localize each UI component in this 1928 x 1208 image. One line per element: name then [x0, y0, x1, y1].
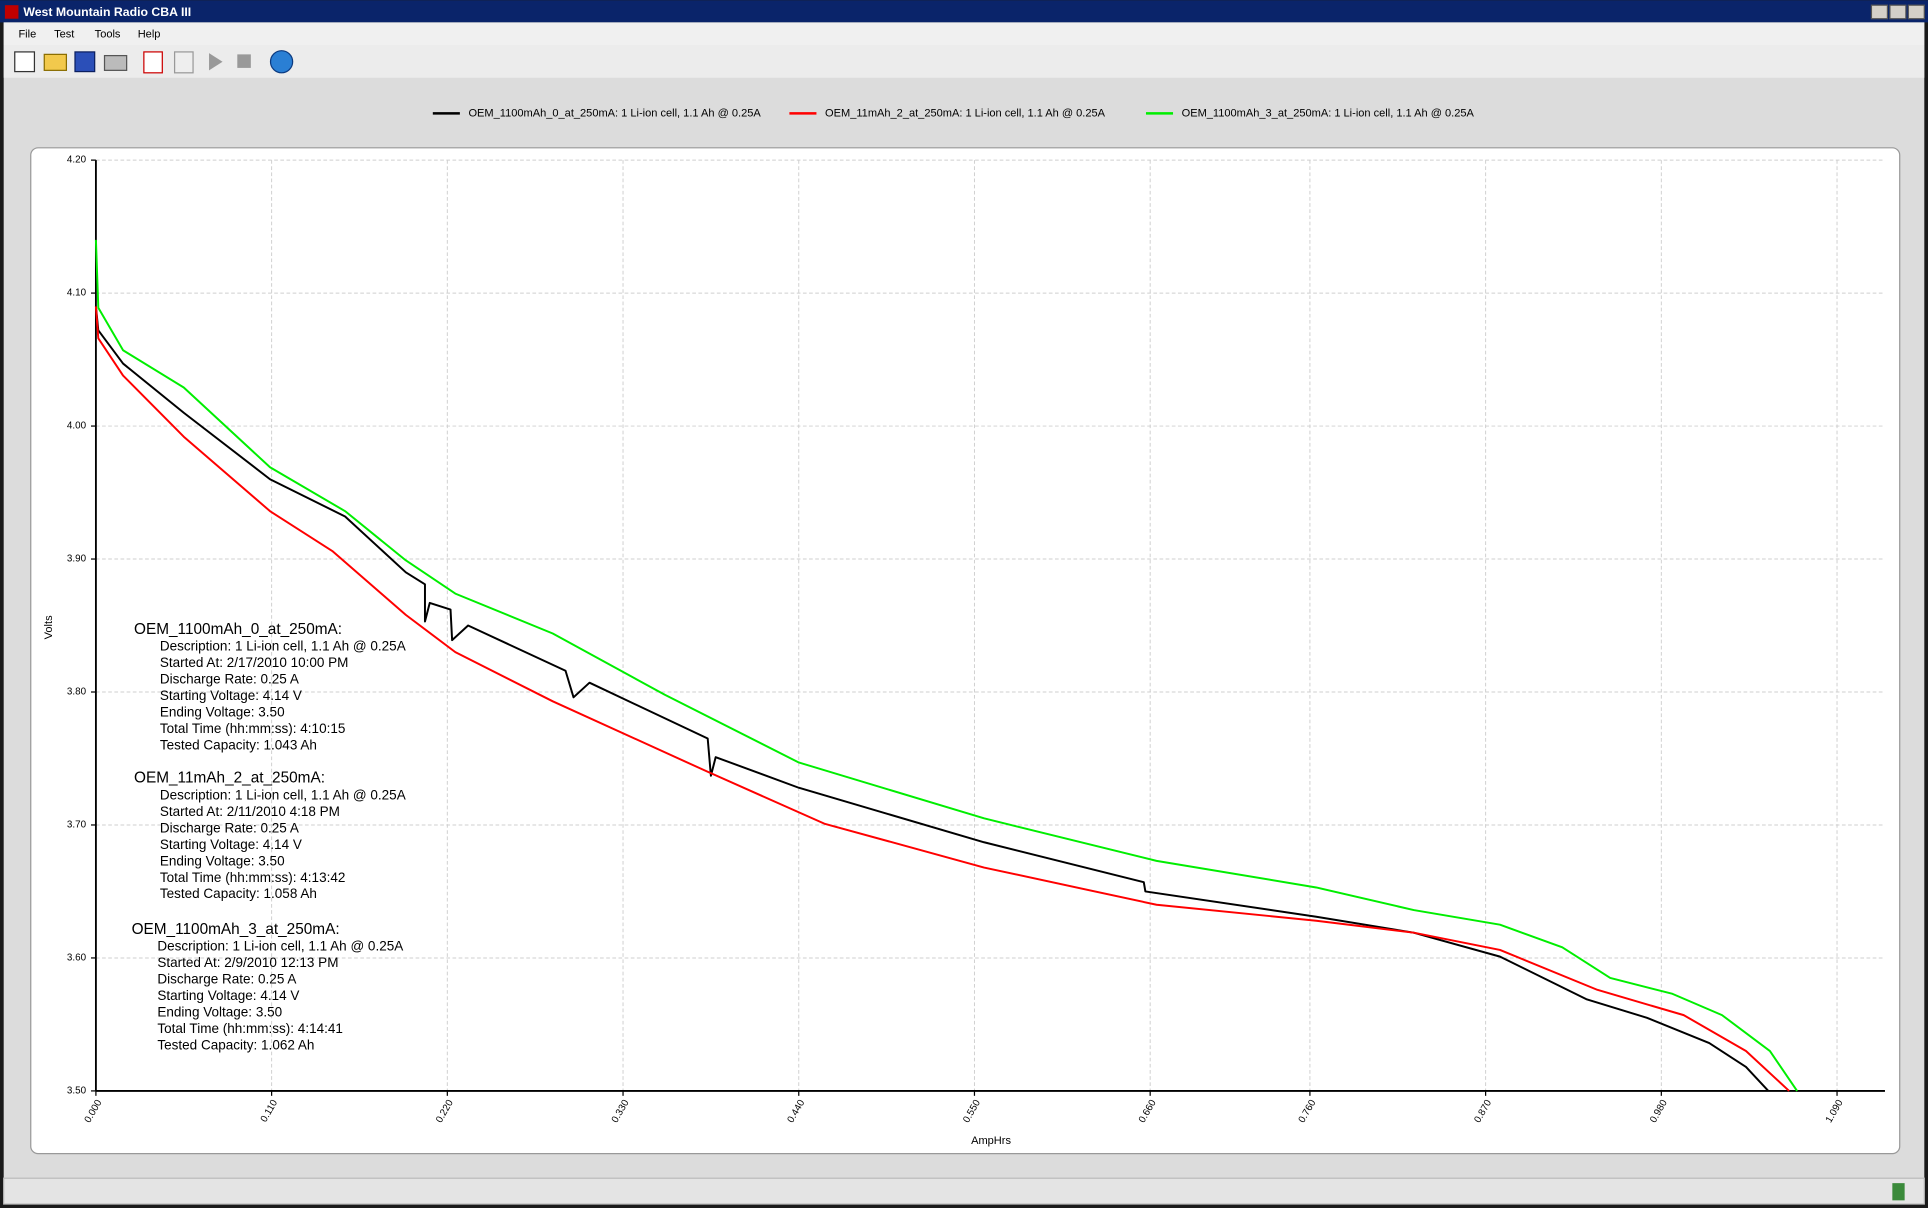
menu-item[interactable]: Tools: [95, 29, 121, 41]
help-button[interactable]: [269, 50, 294, 74]
menu-item[interactable]: Help: [138, 29, 161, 41]
series-line: [94, 306, 1790, 1092]
stop-button[interactable]: [237, 54, 251, 68]
annotation-line: Total Time (hh:mm:ss): 4:13:42: [160, 870, 346, 885]
add-test-button[interactable]: [143, 51, 163, 74]
annotation-line: Starting Voltage: 4.14 V: [160, 837, 302, 852]
series-line: [94, 239, 1798, 1092]
y-tick-label: 4.10: [67, 288, 87, 299]
plot-area: 3.503.603.703.803.904.004.104.200.000 0.1…: [67, 155, 1885, 1125]
annotation-line: Description: 1 Li-ion cell, 1.1 Ah @ 0.2…: [160, 787, 406, 802]
annotation-line: Starting Voltage: 4.14 V: [157, 988, 299, 1003]
annotation-line: Started At: 2/9/2010 12:13 PM: [157, 955, 338, 970]
annotation-line: Description: 1 Li-ion cell, 1.1 Ah @ 0.2…: [157, 939, 403, 954]
annotation-line: Discharge Rate: 0.25 A: [157, 972, 296, 987]
close-button[interactable]: [1907, 4, 1925, 20]
legend-label: OEM_1100mAh_3_at_250mA: 1 Li-ion cell, 1…: [1182, 107, 1475, 119]
annotation-line: Description: 1 Li-ion cell, 1.1 Ah @ 0.2…: [160, 639, 406, 654]
title-bar: [0, 0, 1928, 23]
toolbar-icons: [14, 50, 294, 74]
status-bar: [3, 1177, 1925, 1205]
annotation-line: Tested Capacity: 1.043 Ah: [160, 737, 317, 752]
annotation-line: Tested Capacity: 1.058 Ah: [160, 886, 317, 901]
start-button[interactable]: [209, 53, 223, 71]
app-icon: [4, 5, 19, 19]
annotation-title: OEM_11mAh_2_at_250mA:: [134, 770, 325, 787]
annotation-line: Started At: 2/11/2010 4:18 PM: [160, 804, 340, 819]
window-title: West Mountain Radio CBA III: [23, 5, 191, 19]
annotation-line: Started At: 2/17/2010 10:00 PM: [160, 655, 349, 670]
toolbar: [3, 45, 1925, 78]
y-tick-label: 3.70: [67, 820, 87, 831]
window-controls: [1870, 4, 1925, 20]
annotation-line: Tested Capacity: 1.062 Ah: [157, 1037, 314, 1052]
y-tick-label: 4.00: [67, 421, 87, 432]
annotation-line: Starting Voltage: 4.14 V: [160, 688, 302, 703]
chart-panel: [30, 147, 1901, 1155]
menu: File Test Tools Help: [18, 29, 160, 41]
y-tick-label: 3.90: [67, 554, 87, 565]
annotation-title: OEM_1100mAh_3_at_250mA:: [132, 921, 340, 938]
y-tick-label: 4.20: [67, 155, 87, 166]
annotation-line: Discharge Rate: 0.25 A: [160, 672, 299, 687]
menu-bar: [3, 22, 1925, 46]
annotation-line: Ending Voltage: 3.50: [157, 1005, 282, 1020]
y-axis-title: Volts: [43, 615, 55, 639]
annotation-line: Discharge Rate: 0.25 A: [160, 820, 299, 835]
menu-item[interactable]: File: [18, 29, 36, 41]
annotation-line: Ending Voltage: 3.50: [160, 705, 285, 720]
y-tick-label: 3.60: [67, 953, 87, 964]
legend: OEM_1100mAh_0_at_250mA: 1 Li-ion cell, 1…: [432, 107, 1475, 119]
new-button[interactable]: [14, 51, 36, 73]
legend-label: OEM_11mAh_2_at_250mA: 1 Li-ion cell, 1.1…: [825, 107, 1106, 119]
annotation-line: Total Time (hh:mm:ss): 4:10:15: [160, 721, 346, 736]
print-button[interactable]: [103, 54, 128, 71]
maximize-button[interactable]: [1889, 4, 1907, 20]
annotation-line: Total Time (hh:mm:ss): 4:14:41: [157, 1021, 343, 1036]
series-line: [94, 306, 1770, 1092]
y-tick-label: 3.80: [67, 687, 87, 698]
minimize-button[interactable]: [1870, 4, 1889, 20]
y-tick-label: 3.50: [67, 1086, 87, 1097]
annotation-line: Ending Voltage: 3.50: [160, 853, 285, 868]
save-button[interactable]: [74, 51, 96, 73]
menu-item[interactable]: Test: [54, 29, 74, 41]
status-icon: [1892, 1183, 1905, 1201]
x-axis-title: AmpHrs: [971, 1135, 1011, 1147]
annotation-title: OEM_1100mAh_0_at_250mA:: [134, 621, 342, 638]
check-button[interactable]: [173, 51, 194, 74]
open-button[interactable]: [43, 53, 68, 71]
legend-label: OEM_1100mAh_0_at_250mA: 1 Li-ion cell, 1…: [468, 107, 761, 119]
